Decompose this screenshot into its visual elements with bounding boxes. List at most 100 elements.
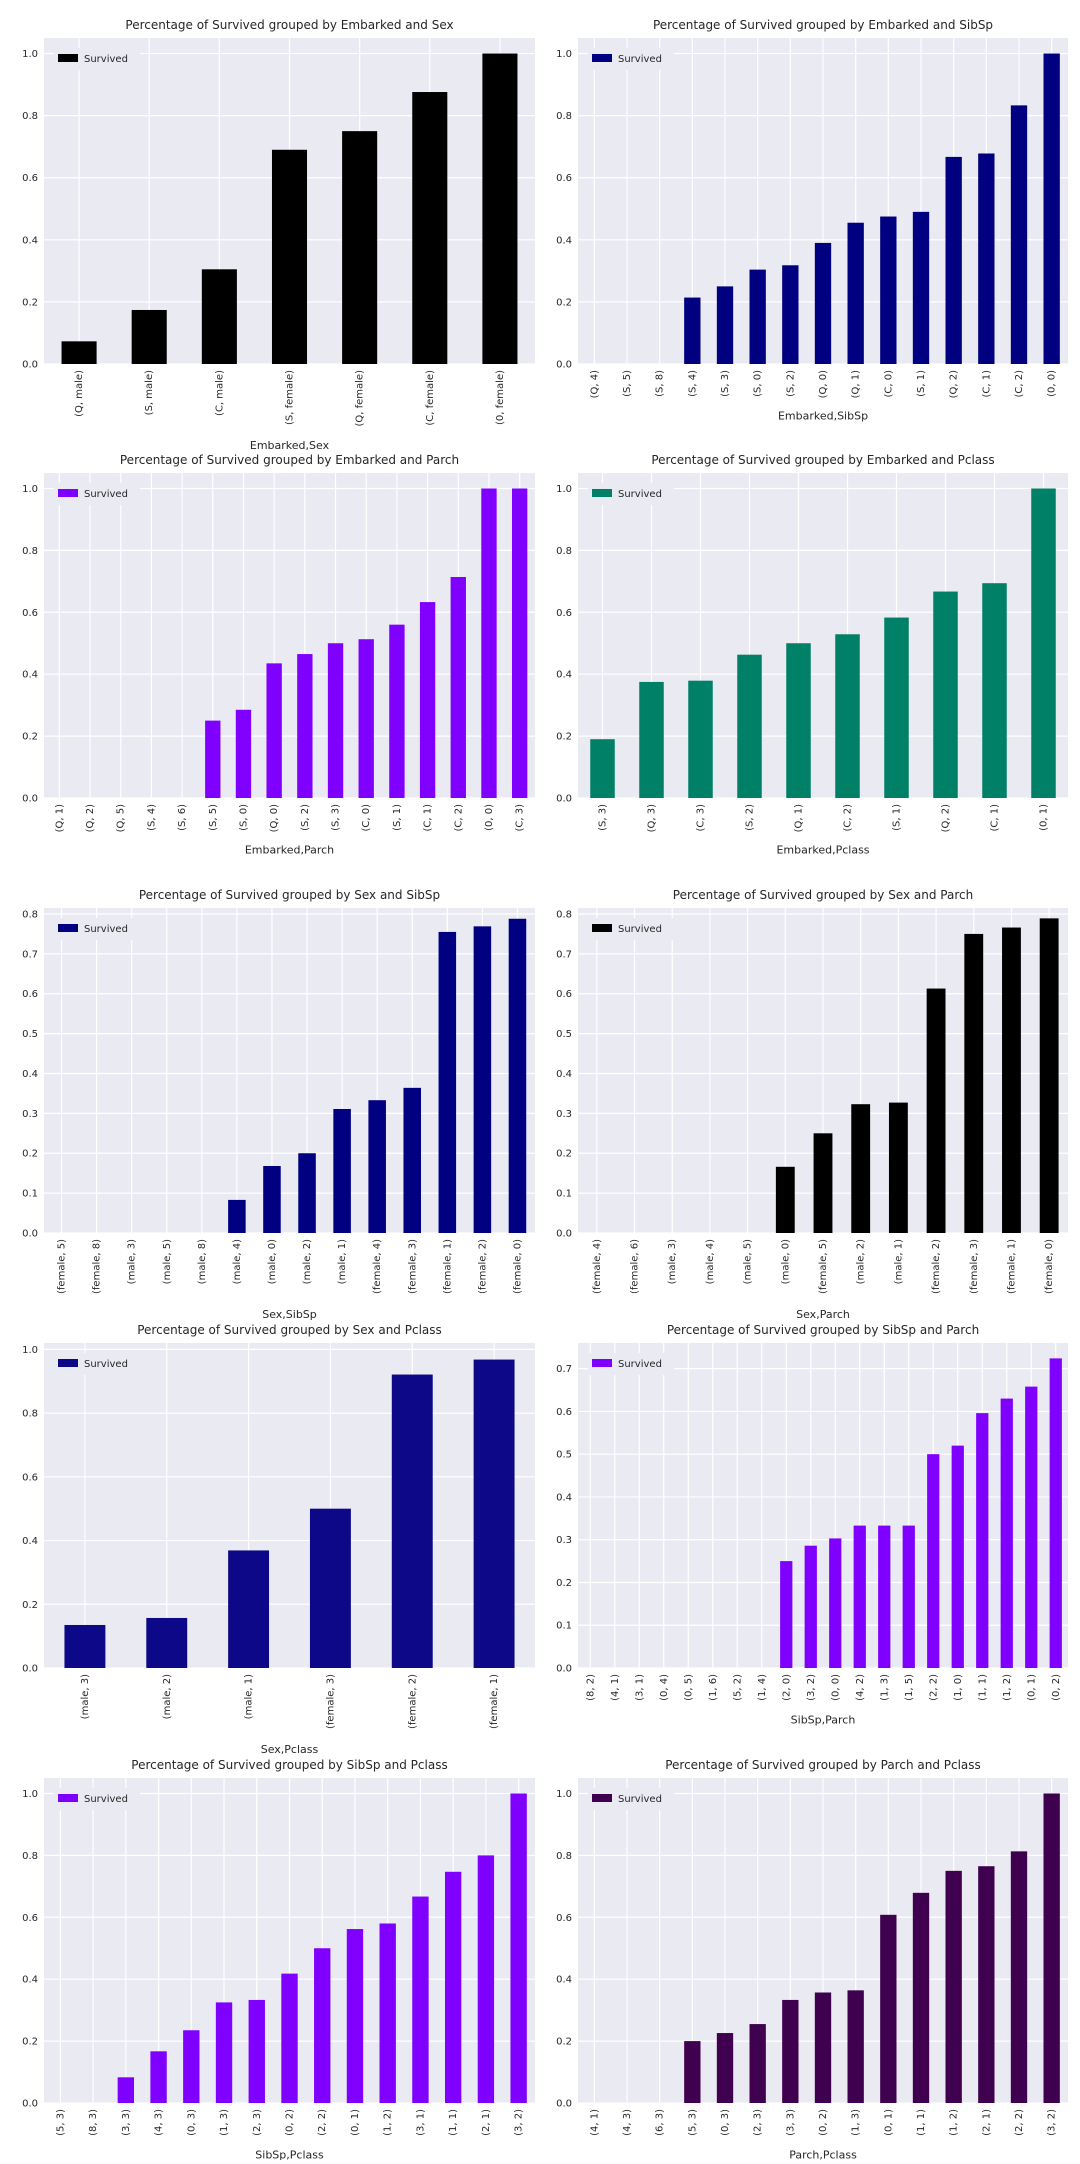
chart-4-xtick-label: (C, 3) (696, 804, 707, 832)
chart-4-bar (933, 591, 958, 798)
chart-8-xtick-label: (1, 4) (757, 1674, 768, 1701)
chart-10-bar (978, 1866, 995, 2103)
chart-5-ytick-label: 0.3 (22, 1109, 38, 1120)
chart-6-ytick-label: 0.3 (556, 1109, 572, 1120)
chart-8-legend-swatch (592, 1359, 612, 1367)
chart-4-bar (737, 654, 762, 798)
chart-3-xtick-label: (S, 1) (392, 804, 403, 831)
chart-9-bar (281, 1973, 298, 2103)
chart-6-bar (775, 1166, 795, 1233)
chart-3-title: Percentage of Survived grouped by Embark… (120, 453, 459, 467)
chart-7-bar (228, 1550, 270, 1668)
chart-2-xtick-label: (0, 0) (1047, 370, 1058, 397)
chart-7-bar (391, 1374, 433, 1668)
chart-6-xtick-label: (male, 0) (780, 1239, 791, 1284)
chart-9-ytick-label: 0.2 (22, 2037, 38, 2048)
chart-10-xlabel: Parch,Pclass (789, 2148, 857, 2160)
chart-5-xtick-label: (female, 2) (477, 1239, 488, 1294)
chart-10-xtick-label: (1, 3) (851, 2109, 862, 2136)
chart-10-xtick-label: (3, 3) (785, 2109, 796, 2136)
chart-6-xtick-label: (male, 3) (667, 1239, 678, 1284)
chart-10-xtick-label: (2, 1) (981, 2109, 992, 2136)
chart-4-bar (786, 643, 811, 798)
chart-1-bar (342, 131, 378, 364)
chart-7-ytick-label: 0.0 (22, 1664, 38, 1675)
chart-5-bar (298, 1153, 316, 1233)
chart-10-xtick-label: (1, 1) (916, 2109, 927, 2136)
chart-10-ytick-label: 0.6 (556, 1913, 572, 1924)
chart-8-ytick-label: 0.5 (556, 1450, 572, 1461)
chart-2-xtick-label: (Q, 0) (818, 370, 829, 398)
chart-9-bar (477, 1855, 495, 2103)
chart-7-bar (309, 1508, 351, 1668)
chart-9-xtick-label: (1, 3) (219, 2109, 230, 2136)
chart-6-xtick-label: (male, 5) (743, 1239, 754, 1284)
chart-9-ytick-label: 0.6 (22, 1913, 38, 1924)
chart-7-xtick-label: (male, 2) (162, 1674, 173, 1719)
chart-4-ytick-label: 0.2 (556, 732, 572, 743)
chart-9-ytick-label: 0.4 (22, 1975, 38, 1986)
chart-2-xtick-label: (S, 8) (655, 370, 666, 397)
chart-3-xtick-label: (S, 2) (300, 804, 311, 831)
chart-7-legend-box (54, 1353, 140, 1375)
chart-5-ytick-label: 0.5 (22, 1029, 38, 1040)
chart-3-bar (266, 663, 282, 798)
chart-8-xtick-label: (3, 2) (806, 1674, 817, 1701)
chart-10-xtick-label: (6, 3) (655, 2109, 666, 2136)
chart-8-xtick-label: (1, 6) (708, 1674, 719, 1701)
chart-3-legend-swatch (58, 489, 78, 497)
chart-4-xtick-label: (Q, 2) (941, 804, 952, 832)
chart-1-xtick-label: (S, male) (144, 370, 155, 415)
chart-10-bar (782, 1999, 799, 2103)
chart-5-xtick-label: (male, 8) (197, 1239, 208, 1284)
chart-7-title: Percentage of Survived grouped by Sex an… (137, 1323, 442, 1337)
chart-10-bar (880, 1914, 897, 2103)
chart-5-ytick-label: 0.8 (22, 909, 38, 920)
chart-9-ytick-label: 1.0 (22, 1789, 38, 1800)
chart-2-xtick-label: (Q, 2) (949, 370, 960, 398)
chart-9-xtick-label: (4, 3) (154, 2109, 165, 2136)
chart-6-xtick-label: (male, 1) (893, 1239, 904, 1284)
chart-8-bar (951, 1445, 964, 1668)
chart-5-bar (403, 1087, 422, 1233)
chart-4-xtick-label: (Q, 1) (794, 804, 805, 832)
chart-3-ytick-label: 0.2 (22, 732, 38, 743)
chart-7-legend-label: Survived (84, 1359, 128, 1370)
chart-6-ytick-label: 0.6 (556, 989, 572, 1000)
chart-9-xtick-label: (3, 3) (121, 2109, 132, 2136)
chart-7-ytick-label: 0.4 (22, 1536, 38, 1547)
chart-8-bar (1025, 1386, 1038, 1668)
chart-9-bar (183, 2030, 200, 2103)
chart-5-bar (438, 931, 457, 1233)
chart-7-xtick-label: (female, 1) (489, 1674, 500, 1729)
chart-10-xtick-label: (4, 1) (589, 2109, 600, 2136)
chart-3-xtick-label: (Q, 5) (116, 804, 127, 832)
chart-1-xlabel: Embarked,Sex (250, 439, 330, 452)
chart-5-ytick-label: 0.7 (22, 949, 38, 960)
chart-9-title: Percentage of Survived grouped by SibSp … (131, 1758, 447, 1772)
chart-3-legend-label: Survived (84, 489, 128, 500)
chart-1-ytick-label: 0.4 (22, 235, 38, 246)
chart-2-bar (749, 269, 766, 364)
chart-3-xtick-label: (C, 1) (423, 804, 434, 832)
chart-4-legend-label: Survived (618, 489, 662, 500)
chart-9-bar (117, 2077, 135, 2103)
chart-8-plot-area (578, 1343, 1068, 1668)
chart-4-bar (1031, 488, 1056, 798)
chart-9-xtick-label: (1, 2) (383, 2109, 394, 2136)
chart-3-ytick-label: 0.6 (22, 608, 38, 619)
chart-10-bar (749, 2024, 766, 2103)
chart-8-bar (829, 1538, 842, 1668)
chart-2-legend-swatch (592, 54, 612, 62)
chart-3-xtick-label: (C, 3) (515, 804, 526, 832)
chart-5-bar (508, 918, 527, 1233)
chart-5-xtick-label: (male, 3) (127, 1239, 138, 1284)
chart-8-xtick-label: (8, 2) (585, 1674, 596, 1701)
chart-6-xtick-label: (male, 2) (856, 1239, 867, 1284)
chart-2-bar (1043, 53, 1060, 365)
chart-3-xlabel: Embarked,Parch (245, 843, 334, 856)
chart-6-xtick-label: (female, 6) (630, 1239, 641, 1294)
chart-8-bar (927, 1454, 940, 1668)
chart-2-bar (847, 222, 864, 364)
chart-7-xtick-label: (male, 3) (80, 1674, 91, 1719)
